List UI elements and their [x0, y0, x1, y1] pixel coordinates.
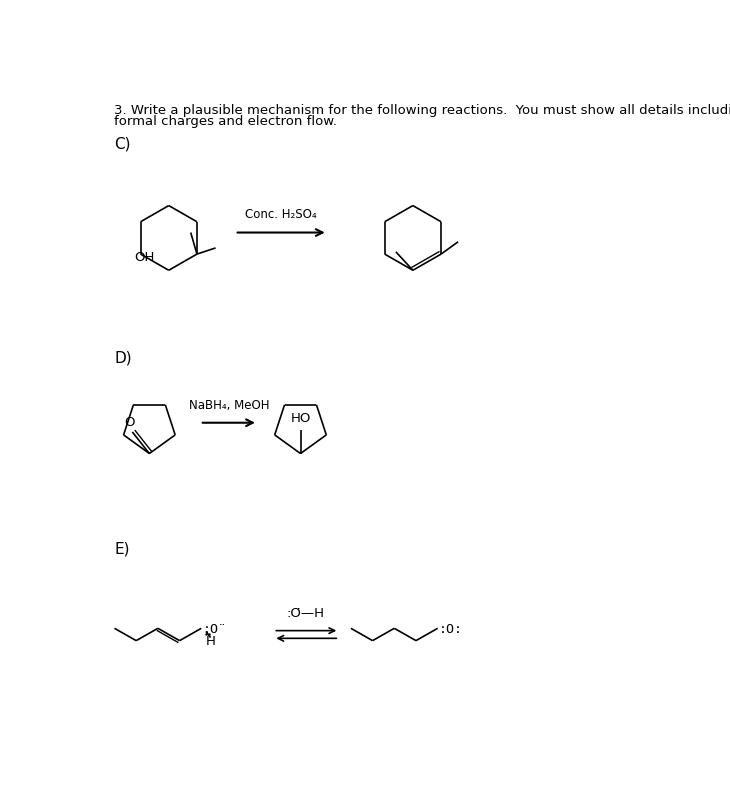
Text: :O:: :O:	[439, 622, 464, 635]
Text: H: H	[206, 634, 215, 647]
Text: O: O	[124, 415, 134, 428]
Text: E): E)	[115, 541, 130, 556]
Text: Conc. H₂SO₄: Conc. H₂SO₄	[245, 208, 317, 221]
Text: HO: HO	[291, 412, 311, 425]
Text: C): C)	[115, 137, 131, 151]
Text: 3. Write a plausible mechanism for the following reactions.  You must show all d: 3. Write a plausible mechanism for the f…	[115, 104, 730, 117]
Text: NaBH₄, MeOH: NaBH₄, MeOH	[189, 398, 269, 412]
Text: OH: OH	[134, 251, 155, 263]
Text: D): D)	[115, 350, 132, 365]
Text: :Ö—H: :Ö—H	[287, 606, 325, 619]
Text: :Ö: :Ö	[203, 622, 227, 635]
Text: formal charges and electron flow.: formal charges and electron flow.	[115, 115, 337, 128]
